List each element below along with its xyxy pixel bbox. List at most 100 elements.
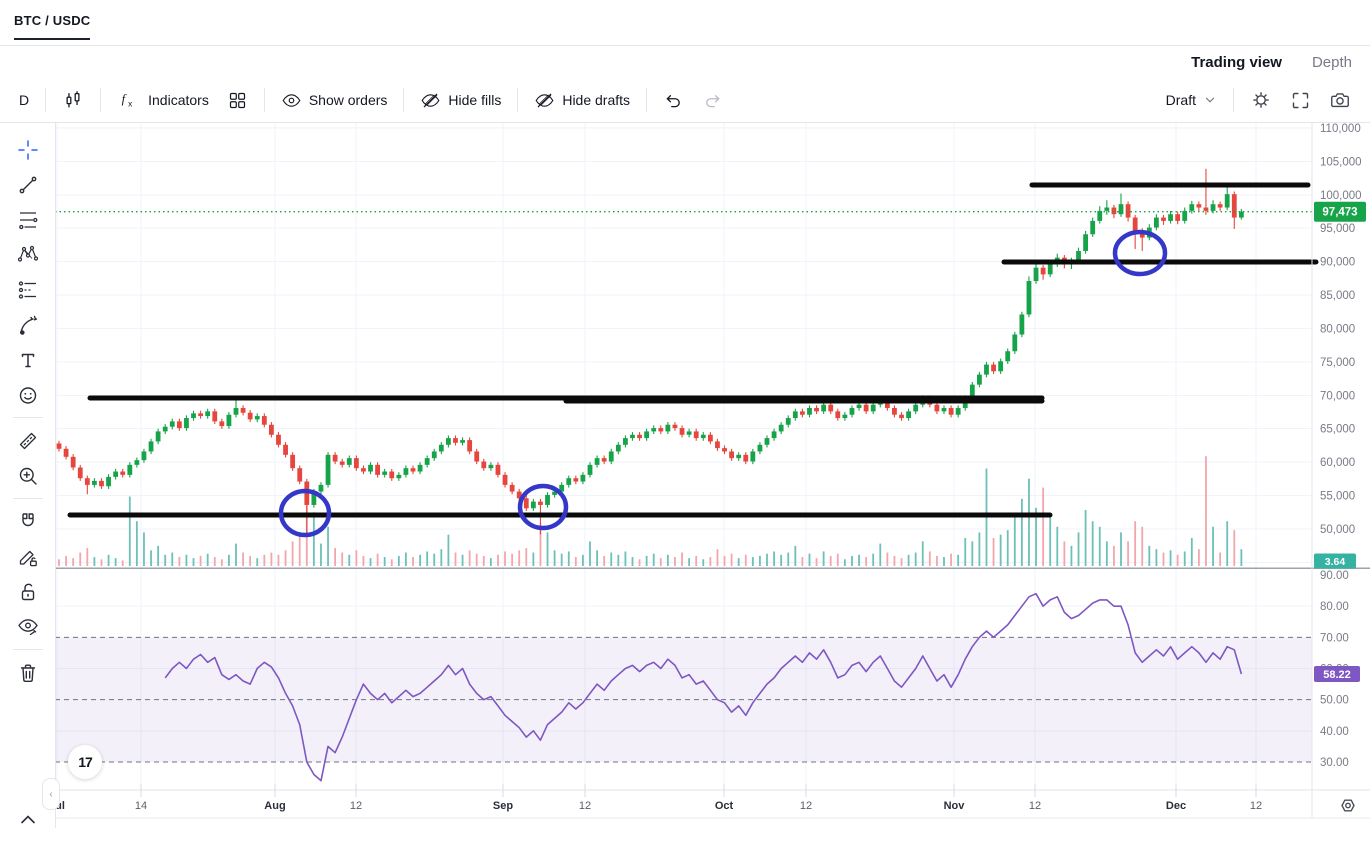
settings-button[interactable] <box>1241 84 1281 116</box>
eye-off-icon <box>534 90 555 111</box>
tool-brush[interactable] <box>10 307 46 342</box>
tradingview-logo[interactable]: 17 <box>68 745 102 779</box>
magnet-icon <box>16 510 40 534</box>
tool-emoji[interactable] <box>10 377 46 412</box>
indicators-button[interactable]: f x Indicators <box>108 84 218 116</box>
grid-layer <box>55 123 1312 790</box>
hide-drafts-button[interactable]: Hide drafts <box>525 84 639 116</box>
undo-button[interactable] <box>654 84 693 116</box>
lock-icon <box>16 580 40 604</box>
svg-text:110,000: 110,000 <box>1320 123 1361 135</box>
eye-off-icon <box>420 90 441 111</box>
snapshot-button[interactable] <box>1320 84 1360 116</box>
tool-text[interactable] <box>10 342 46 377</box>
redo-button[interactable] <box>693 84 732 116</box>
tool-trend-line[interactable] <box>10 167 46 202</box>
symbol-tab[interactable]: BTC / USDC <box>14 13 91 40</box>
hide-drafts-label: Hide drafts <box>562 92 631 108</box>
grid-squares-icon <box>227 90 248 111</box>
tool-lock-drawings[interactable] <box>10 574 46 609</box>
tab-depth[interactable]: Depth <box>1311 54 1352 71</box>
toolbar-separator <box>263 88 265 112</box>
draft-dropdown[interactable]: Draft <box>1157 84 1226 116</box>
svg-text:14: 14 <box>135 800 147 812</box>
draft-label: Draft <box>1165 92 1196 108</box>
trend-lines-layer[interactable] <box>67 182 1319 518</box>
chart-style-button[interactable] <box>53 84 93 116</box>
tool-zoom-in[interactable] <box>10 458 46 493</box>
sidebar-collapse-handle[interactable]: ‹ <box>42 778 60 810</box>
pane-separators[interactable] <box>0 123 1370 819</box>
crosshair-icon <box>16 138 40 162</box>
tradingview-logo-glyph: 17 <box>78 754 93 770</box>
toolbar-separator <box>1233 88 1234 112</box>
collapse-chevron-left-icon: ‹ <box>49 788 53 800</box>
svg-text:12: 12 <box>350 800 362 812</box>
time-axis-settings-icon[interactable] <box>1338 797 1358 819</box>
svg-text:90,000: 90,000 <box>1320 257 1355 269</box>
forecast-icon <box>16 278 40 302</box>
hide-fills-button[interactable]: Hide fills <box>411 84 510 116</box>
tool-xabcd-pattern[interactable] <box>10 237 46 272</box>
annotation-circles-layer[interactable] <box>278 229 1168 538</box>
camera-icon <box>1329 89 1351 111</box>
drawing-toolbar <box>0 123 56 828</box>
svg-text:50.00: 50.00 <box>1320 695 1349 707</box>
sidebar-divider <box>12 649 43 650</box>
tool-hide-drawings[interactable] <box>10 609 46 644</box>
emoji-icon <box>16 383 40 407</box>
tool-crosshair[interactable] <box>10 132 46 167</box>
svg-text:58.22: 58.22 <box>1323 669 1351 681</box>
tool-fib-retracement[interactable] <box>10 202 46 237</box>
svg-text:75,000: 75,000 <box>1320 357 1355 369</box>
toolbar-separator <box>45 88 47 112</box>
chart-toolbar: D f x Indicators <box>0 78 1370 123</box>
chevron-down-icon <box>1203 93 1217 107</box>
annotation-circle <box>1112 229 1168 277</box>
interval-label: D <box>19 92 30 108</box>
brush-icon <box>16 313 40 337</box>
time-axis[interactable]: Jul14Aug12Sep12Oct12Nov12Dec12 <box>49 800 1262 812</box>
indicator-templates-button[interactable] <box>218 84 257 116</box>
zoom-in-icon <box>16 464 40 488</box>
annotation-circle <box>517 483 569 531</box>
tool-drawing-mode[interactable] <box>10 539 46 574</box>
chevron-up-icon[interactable] <box>19 812 37 830</box>
svg-text:Sep: Sep <box>493 800 513 812</box>
svg-text:Aug: Aug <box>264 800 285 812</box>
svg-text:95,000: 95,000 <box>1320 223 1355 235</box>
interval-button[interactable]: D <box>10 84 38 116</box>
svg-text:50,000: 50,000 <box>1320 524 1355 536</box>
toolbar-right-group: Draft <box>1157 84 1360 116</box>
fullscreen-button[interactable] <box>1281 84 1320 116</box>
toolbar-separator <box>100 88 102 112</box>
tab-trading-view[interactable]: Trading view <box>1191 54 1282 71</box>
svg-text:40.00: 40.00 <box>1320 726 1349 738</box>
fullscreen-icon <box>1290 90 1311 111</box>
price-axis[interactable]: 110,000 105,000 100,000 95,000 90,000 85,000 8… <box>1320 123 1362 569</box>
svg-text:80,000: 80,000 <box>1320 323 1355 335</box>
show-orders-button[interactable]: Show orders <box>272 84 397 116</box>
tool-forecast[interactable] <box>10 272 46 307</box>
svg-text:65,000: 65,000 <box>1320 424 1355 436</box>
fx-icon: f x <box>117 89 141 111</box>
undo-icon <box>663 90 684 111</box>
trend-line-icon <box>16 173 40 197</box>
chart-plot-area[interactable] <box>55 123 1312 790</box>
svg-text:80.00: 80.00 <box>1320 601 1349 613</box>
symbol-tab-label: BTC / USDC <box>14 13 91 28</box>
toolbar-separator <box>517 88 519 112</box>
chart-canvas[interactable]: 110,000 105,000 100,000 95,000 90,000 85,000 8… <box>0 123 1370 858</box>
tool-measure-ruler[interactable] <box>10 423 46 458</box>
svg-text:3.64: 3.64 <box>1325 556 1346 568</box>
toolbar-separator <box>646 88 648 112</box>
sidebar-divider <box>12 417 43 418</box>
xabcd-pattern-icon <box>16 243 40 267</box>
tool-remove-drawings[interactable] <box>10 655 46 690</box>
svg-text:Dec: Dec <box>1166 800 1186 812</box>
sidebar-divider <box>12 498 43 499</box>
tool-magnet[interactable] <box>10 504 46 539</box>
candlestick-layer <box>56 168 1244 535</box>
svg-text:105,000: 105,000 <box>1320 156 1362 168</box>
